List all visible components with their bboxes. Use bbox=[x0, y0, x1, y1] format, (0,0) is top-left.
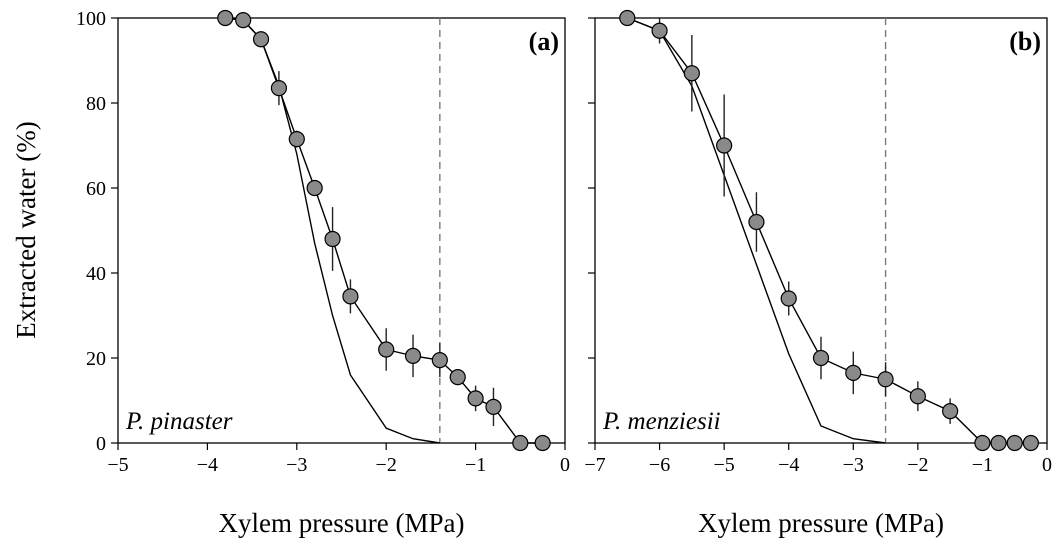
panel-a-y-tick-label: 80 bbox=[86, 93, 106, 115]
panel-a-y-tick-label: 0 bbox=[96, 433, 106, 455]
panel-b-x-tick-label: −6 bbox=[649, 454, 670, 476]
panel-a-series-1-line bbox=[225, 17, 543, 444]
panel-a-x-tick-label: −5 bbox=[107, 454, 128, 476]
panel-a-data-point bbox=[342, 288, 359, 305]
panel-a-data-point bbox=[404, 347, 422, 364]
panel-b-data-point bbox=[990, 434, 1007, 452]
panel-a-x-axis-title: Xylem pressure (MPa) bbox=[219, 508, 465, 538]
panel-b-data-point bbox=[812, 349, 830, 367]
panel-a-x-tick-label: 0 bbox=[560, 454, 570, 476]
panel-a-x-tick-label: −1 bbox=[465, 454, 486, 476]
panel-b-data-point bbox=[845, 364, 862, 381]
panel-b-x-tick-label: −7 bbox=[584, 454, 605, 476]
panel-a-y-tick-label: 20 bbox=[86, 348, 106, 370]
panel-b-data-point bbox=[909, 388, 926, 405]
panel-b-data-point bbox=[619, 9, 636, 27]
panel-a-x-tick-label: −2 bbox=[376, 454, 397, 476]
panel-b-series-1-line bbox=[627, 17, 1031, 444]
panel-b-frame bbox=[594, 17, 1048, 444]
y-axis-title-group: Extracted water (%) bbox=[11, 121, 41, 338]
panel-a-species-label: P. pinaster bbox=[125, 408, 233, 435]
panel-a-data-point bbox=[288, 131, 305, 148]
panel-b: −7 −6 −5 −4 −3 −2 −1 0 Xylem pressure (MPa) (b) P.… bbox=[584, 9, 1052, 538]
panel-b-x-tick-label: −3 bbox=[843, 454, 864, 476]
panel-a-data-point bbox=[512, 434, 529, 452]
panel-b-data-point bbox=[651, 22, 668, 39]
panel-b-data-point bbox=[942, 403, 959, 420]
panel-b-data-point bbox=[974, 434, 991, 452]
panel-a-data-point bbox=[235, 12, 252, 29]
panel-b-x-tick-label: −5 bbox=[714, 454, 735, 476]
panel-b-data-point bbox=[1006, 434, 1023, 452]
panel-a-data-point bbox=[378, 341, 395, 358]
panel-a-y-tick-label: 40 bbox=[86, 263, 106, 285]
panel-b-data-point bbox=[716, 137, 733, 154]
panel-a-data-point bbox=[306, 179, 323, 197]
panel-b-data-point bbox=[748, 213, 765, 231]
panel-b-x-tick-label: −4 bbox=[778, 454, 799, 476]
panel-b-data-point bbox=[683, 65, 700, 82]
panel-b-x-tick-label: 0 bbox=[1042, 454, 1052, 476]
panel-a-data-point bbox=[534, 434, 551, 452]
panel-a-y-tick-label: 60 bbox=[86, 178, 106, 200]
panel-b-x-axis-title: Xylem pressure (MPa) bbox=[698, 508, 944, 538]
panel-b-series-2-line bbox=[627, 17, 886, 444]
panel-a-data-point bbox=[485, 398, 502, 415]
panel-b-data-point bbox=[780, 290, 797, 307]
panel-a-frame bbox=[117, 17, 566, 444]
panel-a: −5 −4 −3 −2 −1 0 0 20 40 60 80 100 Xylem pressure (M… bbox=[76, 8, 570, 538]
panel-b-x-tick-label: −1 bbox=[972, 454, 993, 476]
panel-a-label: (a) bbox=[529, 27, 559, 56]
panel-a-y-tick-label: 100 bbox=[76, 8, 106, 30]
panel-a-data-point bbox=[431, 352, 448, 369]
panel-a-data-point bbox=[324, 230, 341, 248]
panel-b-label: (b) bbox=[1009, 27, 1041, 56]
panel-b-data-point bbox=[877, 371, 894, 388]
panel-b-species-label: P. menziesii bbox=[602, 408, 721, 435]
panel-a-data-point bbox=[217, 9, 234, 27]
panel-b-data-point bbox=[1022, 434, 1039, 452]
panel-a-data-point bbox=[449, 369, 466, 386]
panel-a-x-tick-label: −4 bbox=[197, 454, 218, 476]
panel-a-x-tick-label: −3 bbox=[286, 454, 307, 476]
panel-a-data-point bbox=[270, 80, 288, 97]
panel-a-data-point bbox=[467, 390, 484, 407]
panel-a-data-point bbox=[252, 31, 270, 48]
y-axis-title: Extracted water (%) bbox=[11, 121, 41, 338]
panel-b-x-tick-label: −2 bbox=[907, 454, 928, 476]
